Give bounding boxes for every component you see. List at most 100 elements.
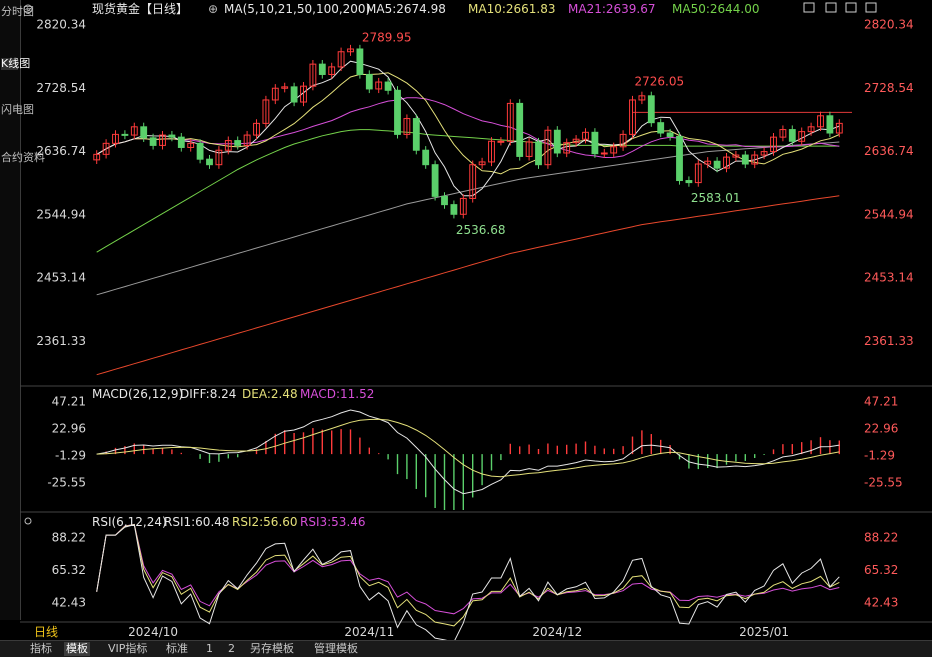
tab-flash[interactable]: 闪电图: [1, 103, 34, 116]
candle-body: [281, 86, 289, 89]
window-restore-icon: [825, 2, 837, 13]
candle-body: [347, 48, 354, 53]
candle-body: [488, 140, 495, 163]
candle-body: [459, 197, 467, 215]
y-tick-right: 2361.33: [864, 334, 914, 348]
tab-two[interactable]: 2: [228, 642, 235, 655]
macd-y-tick-left: 22.96: [52, 421, 86, 435]
y-tick-right: 2636.74: [864, 144, 914, 158]
candle-body: [149, 137, 157, 146]
candle-body: [535, 141, 542, 166]
candle-body: [337, 51, 345, 68]
candle-body: [140, 126, 148, 139]
tab-timeshare[interactable]: 分时图: [1, 5, 34, 18]
window-maximize-icon: [845, 2, 857, 13]
rsi-y-tick-right: 42.43: [864, 595, 898, 609]
candle-body: [168, 134, 176, 138]
y-tick-left: 2820.34: [36, 18, 86, 32]
tab-manage-template[interactable]: 管理模板: [314, 642, 358, 655]
window-close-icon: [865, 2, 877, 13]
candle-body: [741, 154, 749, 165]
x-tick: 2024/12: [532, 625, 582, 639]
candle-body: [112, 133, 119, 144]
candle-body: [206, 158, 213, 166]
candle-body: [779, 129, 787, 138]
candle-body: [732, 154, 740, 158]
y-tick-right: 2544.94: [864, 207, 914, 221]
tab-one[interactable]: 1: [206, 642, 213, 655]
candle-body: [102, 142, 110, 155]
candle-body: [563, 142, 571, 154]
macd-value-label: DEA:2.48: [242, 387, 298, 401]
left-view-tabs: 分时图 K线图 闪电图 合约资料: [0, 0, 45, 620]
candle-body: [544, 129, 552, 166]
ma10-line: [96, 72, 840, 175]
candle-body: [572, 138, 580, 144]
chart-title: 现货黄金【日线】: [92, 1, 188, 16]
macd-y-tick-right: 47.21: [864, 394, 898, 408]
tab-indicators[interactable]: 指标: [30, 642, 52, 655]
candle-body: [685, 180, 693, 184]
candle-body: [516, 102, 524, 157]
macd-y-tick-right: -25.55: [864, 476, 903, 490]
tab-contract-info[interactable]: 合约资料: [1, 151, 45, 164]
candle-body: [666, 132, 674, 137]
price-annotation: 2536.68: [456, 223, 506, 237]
window-minimize-icon: [803, 2, 815, 13]
tab-save-template[interactable]: 另存模板: [250, 642, 294, 655]
ma50-line: [96, 129, 840, 253]
y-tick-right: 2820.34: [864, 18, 914, 32]
tab-vip-indicators[interactable]: VIP指标: [108, 642, 148, 655]
macd-y-tick-left: -1.29: [55, 449, 86, 463]
settings-icon: [24, 517, 32, 525]
candle-body: [365, 73, 373, 90]
candle-body: [309, 63, 317, 87]
ma5-line: [96, 60, 840, 197]
y-tick-right: 2453.14: [864, 271, 914, 285]
candle-body: [497, 140, 505, 143]
candle-body: [704, 160, 712, 165]
candle-body: [591, 131, 599, 155]
rsi-y-tick-right: 88.22: [864, 531, 898, 545]
candle-body: [817, 115, 824, 128]
rsi-value-label: RSI3:53.46: [300, 515, 366, 529]
settings-icon: [23, 4, 33, 14]
dea-line: [96, 418, 840, 478]
chart-area[interactable]: 2820.34 2820.34 2728.54 2728.54 2636.74 2636.…: [20, 0, 932, 640]
ma-value-label: MA5:2674.98: [366, 2, 446, 16]
candle-body: [478, 161, 486, 166]
candle-body: [525, 141, 533, 157]
candle-body: [450, 204, 458, 215]
diff-line: [96, 409, 840, 495]
y-tick-left: 2636.74: [36, 144, 86, 158]
rsi-value-label: RSI2:56.60: [232, 515, 298, 529]
candle-body: [356, 48, 364, 75]
rsi-title: RSI(6,12,24): [92, 515, 167, 529]
macd-y-tick-left: 47.21: [52, 394, 86, 408]
candle-body: [723, 156, 730, 169]
candle-body: [657, 122, 665, 134]
tab-kline[interactable]: K线图: [1, 57, 31, 70]
rsi2-line: [96, 523, 840, 627]
macd-y-tick-left: -25.55: [47, 476, 86, 490]
candle-body: [798, 131, 806, 142]
candle-body: [412, 118, 420, 151]
template-toolbar: 指标 模板 VIP指标 标准 1 2 另存模板 管理模板: [0, 640, 932, 657]
candle-body: [300, 85, 307, 103]
candle-body: [318, 63, 326, 75]
candle-body: [638, 95, 646, 101]
candle-body: [751, 154, 759, 165]
tab-standard[interactable]: 标准: [166, 642, 188, 655]
candle-body: [610, 146, 618, 154]
candle-body: [469, 164, 477, 199]
price-annotation: 2726.05: [635, 75, 685, 89]
rsi-y-tick-left: 65.32: [52, 563, 86, 577]
rsi-y-tick-right: 65.32: [864, 563, 898, 577]
tab-template[interactable]: 模板: [64, 642, 90, 656]
candle-body: [121, 133, 129, 136]
price-annotation: 2789.95: [362, 31, 412, 45]
candle-body: [262, 99, 270, 124]
candle-body: [676, 135, 683, 182]
period-label: 日线: [34, 625, 58, 639]
macd-value-label: MACD:11.52: [300, 387, 374, 401]
